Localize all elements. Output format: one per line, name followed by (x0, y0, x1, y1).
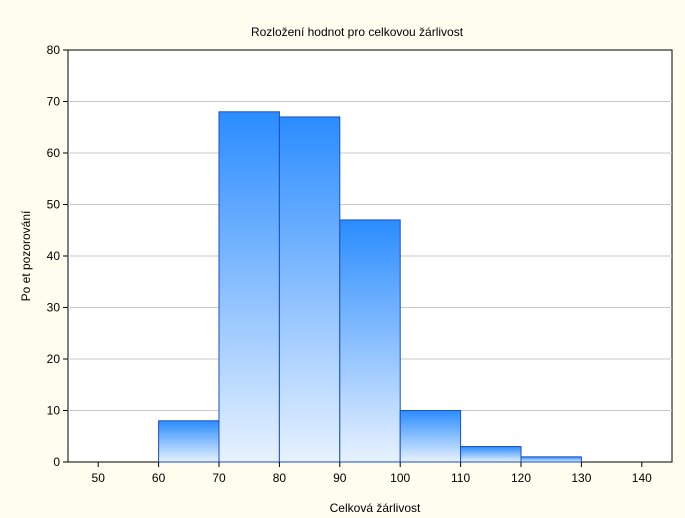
x-axis-title: Celková žárlivost (330, 501, 421, 515)
x-ticks: 50 60 70 80 90 100 110 120 130 140 (92, 462, 652, 485)
y-tick-label: 0 (53, 455, 60, 469)
y-tick-label: 50 (47, 198, 61, 212)
x-tick-label: 140 (632, 471, 652, 485)
x-tick-label: 130 (571, 471, 591, 485)
y-tick-label: 30 (47, 301, 61, 315)
y-tick-label: 20 (47, 352, 61, 366)
y-ticks: 0 10 20 30 40 50 60 70 80 (47, 43, 68, 469)
x-tick-label: 50 (92, 471, 106, 485)
x-tick-label: 110 (451, 471, 470, 485)
histogram-bar (278, 116, 341, 463)
histogram-bar (158, 420, 220, 463)
x-tick-label: 70 (212, 471, 226, 485)
chart-title: Rozložení hodnot pro celkovou žárlivost (251, 25, 464, 39)
x-tick-label: 80 (273, 471, 287, 485)
x-tick-label: 60 (152, 471, 166, 485)
histogram-bar (520, 456, 582, 463)
histogram-bar (339, 219, 401, 463)
x-tick-label: 120 (511, 471, 531, 485)
y-tick-label: 60 (47, 146, 61, 160)
y-tick-label: 70 (47, 95, 61, 109)
bars (158, 111, 582, 463)
y-tick-label: 80 (47, 43, 61, 57)
histogram-bar (399, 410, 462, 463)
histogram-bar (218, 111, 280, 463)
x-tick-label: 90 (333, 471, 347, 485)
y-axis-title: Po et pozorování (19, 210, 33, 301)
histogram-bar (460, 446, 522, 463)
y-tick-label: 10 (47, 404, 61, 418)
x-tick-label: 100 (390, 471, 410, 485)
y-tick-label: 40 (47, 249, 61, 263)
